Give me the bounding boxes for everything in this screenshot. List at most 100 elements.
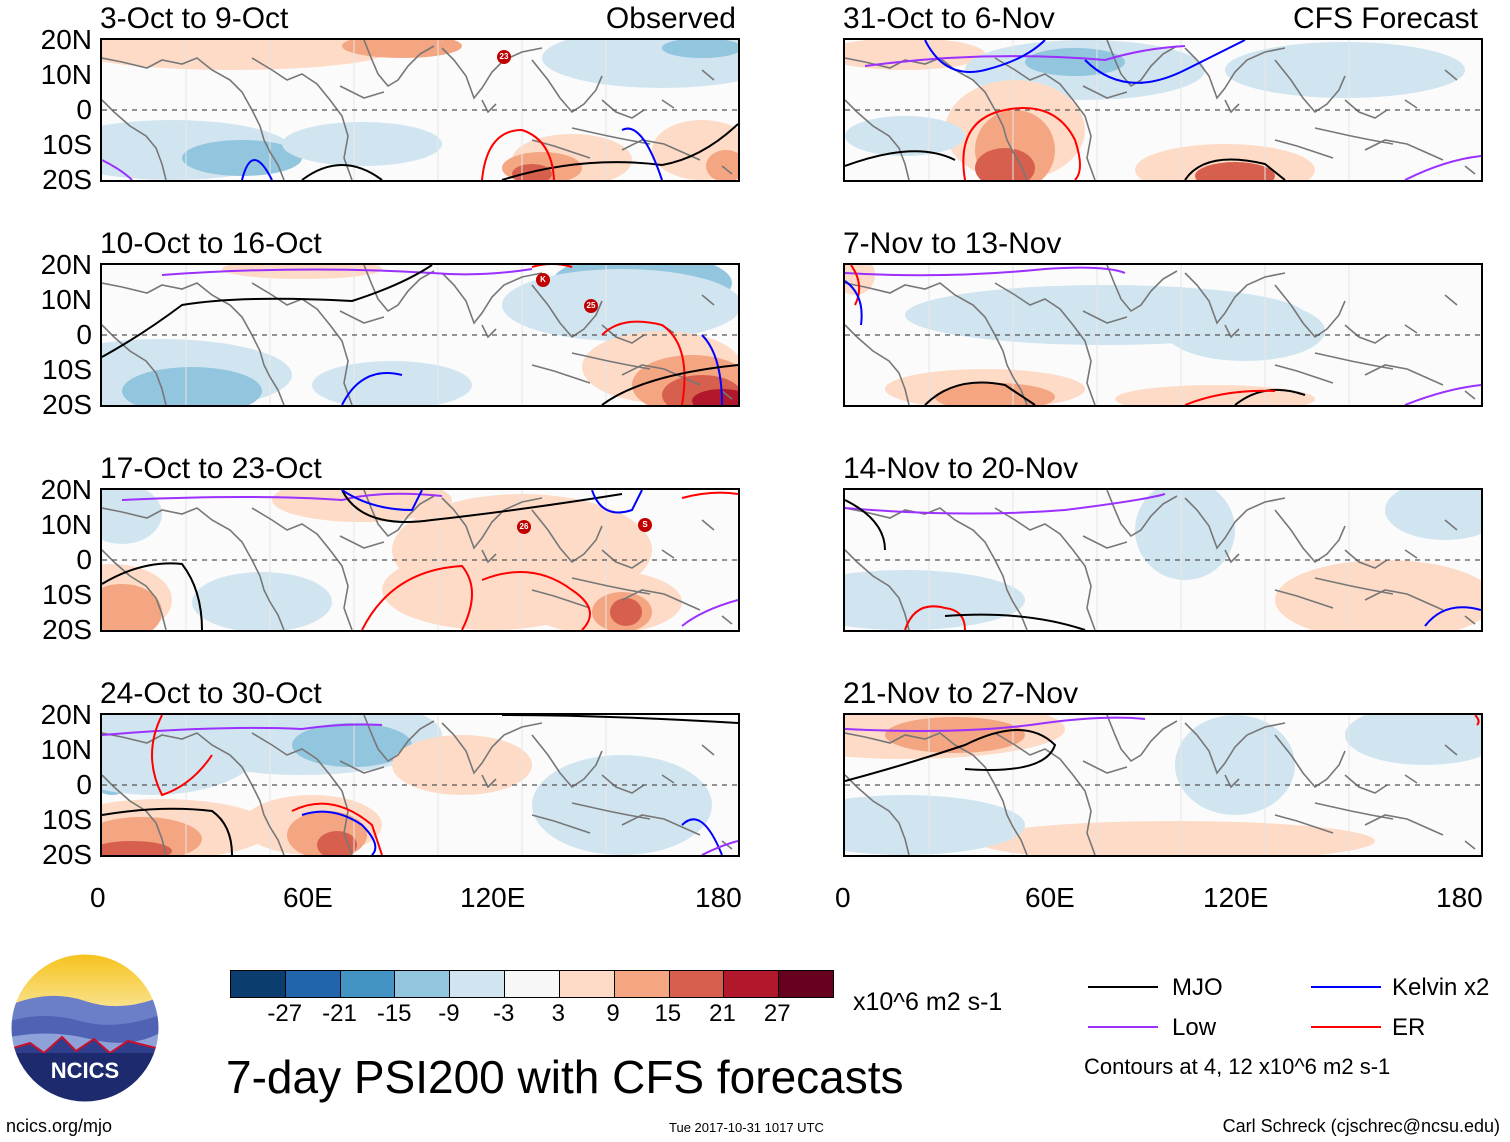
- contour-line: [151, 715, 213, 797]
- contour-line: [681, 599, 738, 627]
- contour-line: [924, 381, 1036, 405]
- map-panel-p5: 26 S: [100, 488, 740, 632]
- anomaly-shading: [182, 140, 302, 176]
- anomaly-shading: [312, 361, 472, 405]
- lat-label: 10S: [42, 129, 92, 160]
- anomaly-shading: [662, 40, 738, 58]
- map-canvas: [102, 490, 738, 630]
- contour-line: [621, 127, 663, 180]
- anomaly-shading: [102, 490, 162, 544]
- anomaly-shading: [1165, 301, 1325, 361]
- coastline: [531, 364, 591, 384]
- coastline: [1184, 272, 1286, 325]
- colorbar: [230, 970, 834, 998]
- contour-line: [341, 490, 623, 523]
- panel-title-p3: 10-Oct to 16-Oct: [100, 227, 322, 260]
- coastline: [571, 577, 651, 595]
- colorbar-swatch: [449, 971, 505, 997]
- colorbar-swatch: [723, 971, 779, 997]
- coastline: [1106, 490, 1178, 538]
- coastline: [1082, 535, 1128, 549]
- contour-line: [850, 265, 861, 306]
- panel-title-p7: 24-Oct to 30-Oct: [100, 677, 322, 710]
- colorbar-tick-label: 9: [606, 1000, 620, 1027]
- anomaly-shading: [1195, 162, 1275, 180]
- coastline: [531, 589, 591, 609]
- contour-line: [161, 268, 533, 276]
- legend-line-mjo: [1088, 986, 1158, 988]
- tropical-cyclone-icon: 25: [584, 299, 598, 313]
- contour-line: [681, 491, 738, 499]
- coastline: [1444, 519, 1458, 531]
- anomaly-shading: [317, 831, 357, 855]
- colorbar-tick-label: -21: [322, 1000, 357, 1027]
- panel-tag-p1: Observed: [605, 2, 736, 35]
- map-canvas: [845, 265, 1481, 405]
- colorbar-swatch: [394, 971, 450, 997]
- ncics-logo: NCICS: [10, 953, 160, 1103]
- coastline: [363, 265, 435, 313]
- panel-title-p2: 31-Oct to 6-Nov: [843, 2, 1055, 35]
- map-canvas: [845, 490, 1481, 630]
- coastline: [1082, 85, 1128, 99]
- map-canvas: [845, 715, 1481, 855]
- anomaly-shading: [342, 40, 462, 58]
- legend-line-er: [1311, 1026, 1381, 1028]
- colorbar-tick-label: -15: [376, 1000, 412, 1027]
- lon-label: 120E: [1203, 882, 1269, 913]
- contour-line: [1474, 715, 1480, 726]
- anomaly-shading: [392, 735, 532, 795]
- coastline: [1106, 715, 1178, 763]
- coastline: [1464, 615, 1476, 625]
- footer-url[interactable]: ncics.org/mjo: [6, 1116, 113, 1136]
- contour-line: [291, 802, 383, 855]
- coastline: [251, 507, 353, 630]
- lon-label: 60E: [283, 882, 333, 913]
- lat-label: 10N: [40, 734, 92, 765]
- coastline: [571, 802, 651, 820]
- lat-label: 0: [76, 544, 92, 575]
- coastline: [1444, 744, 1458, 756]
- anomaly-shading: [1345, 715, 1481, 765]
- coastline: [1106, 265, 1178, 313]
- coastline: [531, 284, 603, 339]
- legend-label-mjo: MJO: [1172, 974, 1223, 1001]
- legend-line-low: [1088, 1026, 1158, 1028]
- footer-author: Carl Schreck (cjschrec@ncsu.edu): [1222, 1116, 1500, 1136]
- colorbar-tick-label: -27: [267, 1000, 303, 1027]
- anomaly-shading: [845, 570, 1025, 630]
- legend-line-kelvin: [1311, 986, 1381, 988]
- coastline: [102, 549, 167, 630]
- panel-title-p6: 14-Nov to 20-Nov: [843, 452, 1079, 485]
- coastline: [1404, 774, 1418, 784]
- colorbar-tick-label: 27: [763, 1000, 791, 1027]
- anomaly-shading: [1135, 490, 1235, 580]
- contour-line: [501, 715, 738, 724]
- anomaly-shading: [282, 122, 442, 166]
- coastline: [701, 519, 715, 531]
- anomaly-shading: [1225, 42, 1465, 98]
- main-title: 7-day PSI200 with CFS forecasts: [226, 1051, 904, 1103]
- coastline: [1364, 814, 1444, 836]
- coastline: [102, 507, 285, 630]
- map-panel-p6: [843, 488, 1483, 632]
- anomaly-shading: [192, 572, 332, 630]
- contour-line: [701, 840, 738, 855]
- coastline: [1314, 352, 1394, 370]
- coastline: [102, 282, 285, 405]
- panel-tag-p2: CFS Forecast: [1292, 2, 1478, 35]
- tropical-cyclone-icon: 23: [497, 50, 511, 64]
- contour-line: [845, 280, 863, 326]
- coastline: [701, 294, 715, 306]
- map-panel-p4: [843, 263, 1483, 407]
- anomaly-shading: [845, 40, 985, 70]
- map-panel-p1: 23: [100, 38, 740, 182]
- coastline: [1274, 734, 1346, 789]
- anomaly-shading: [975, 148, 1035, 180]
- contour-line: [102, 159, 133, 180]
- coastline: [845, 324, 910, 405]
- panel-title-p4: 7-Nov to 13-Nov: [843, 227, 1062, 260]
- tropical-cyclone-icon: K: [536, 273, 550, 287]
- coastline: [481, 774, 497, 789]
- coastline: [1224, 99, 1240, 114]
